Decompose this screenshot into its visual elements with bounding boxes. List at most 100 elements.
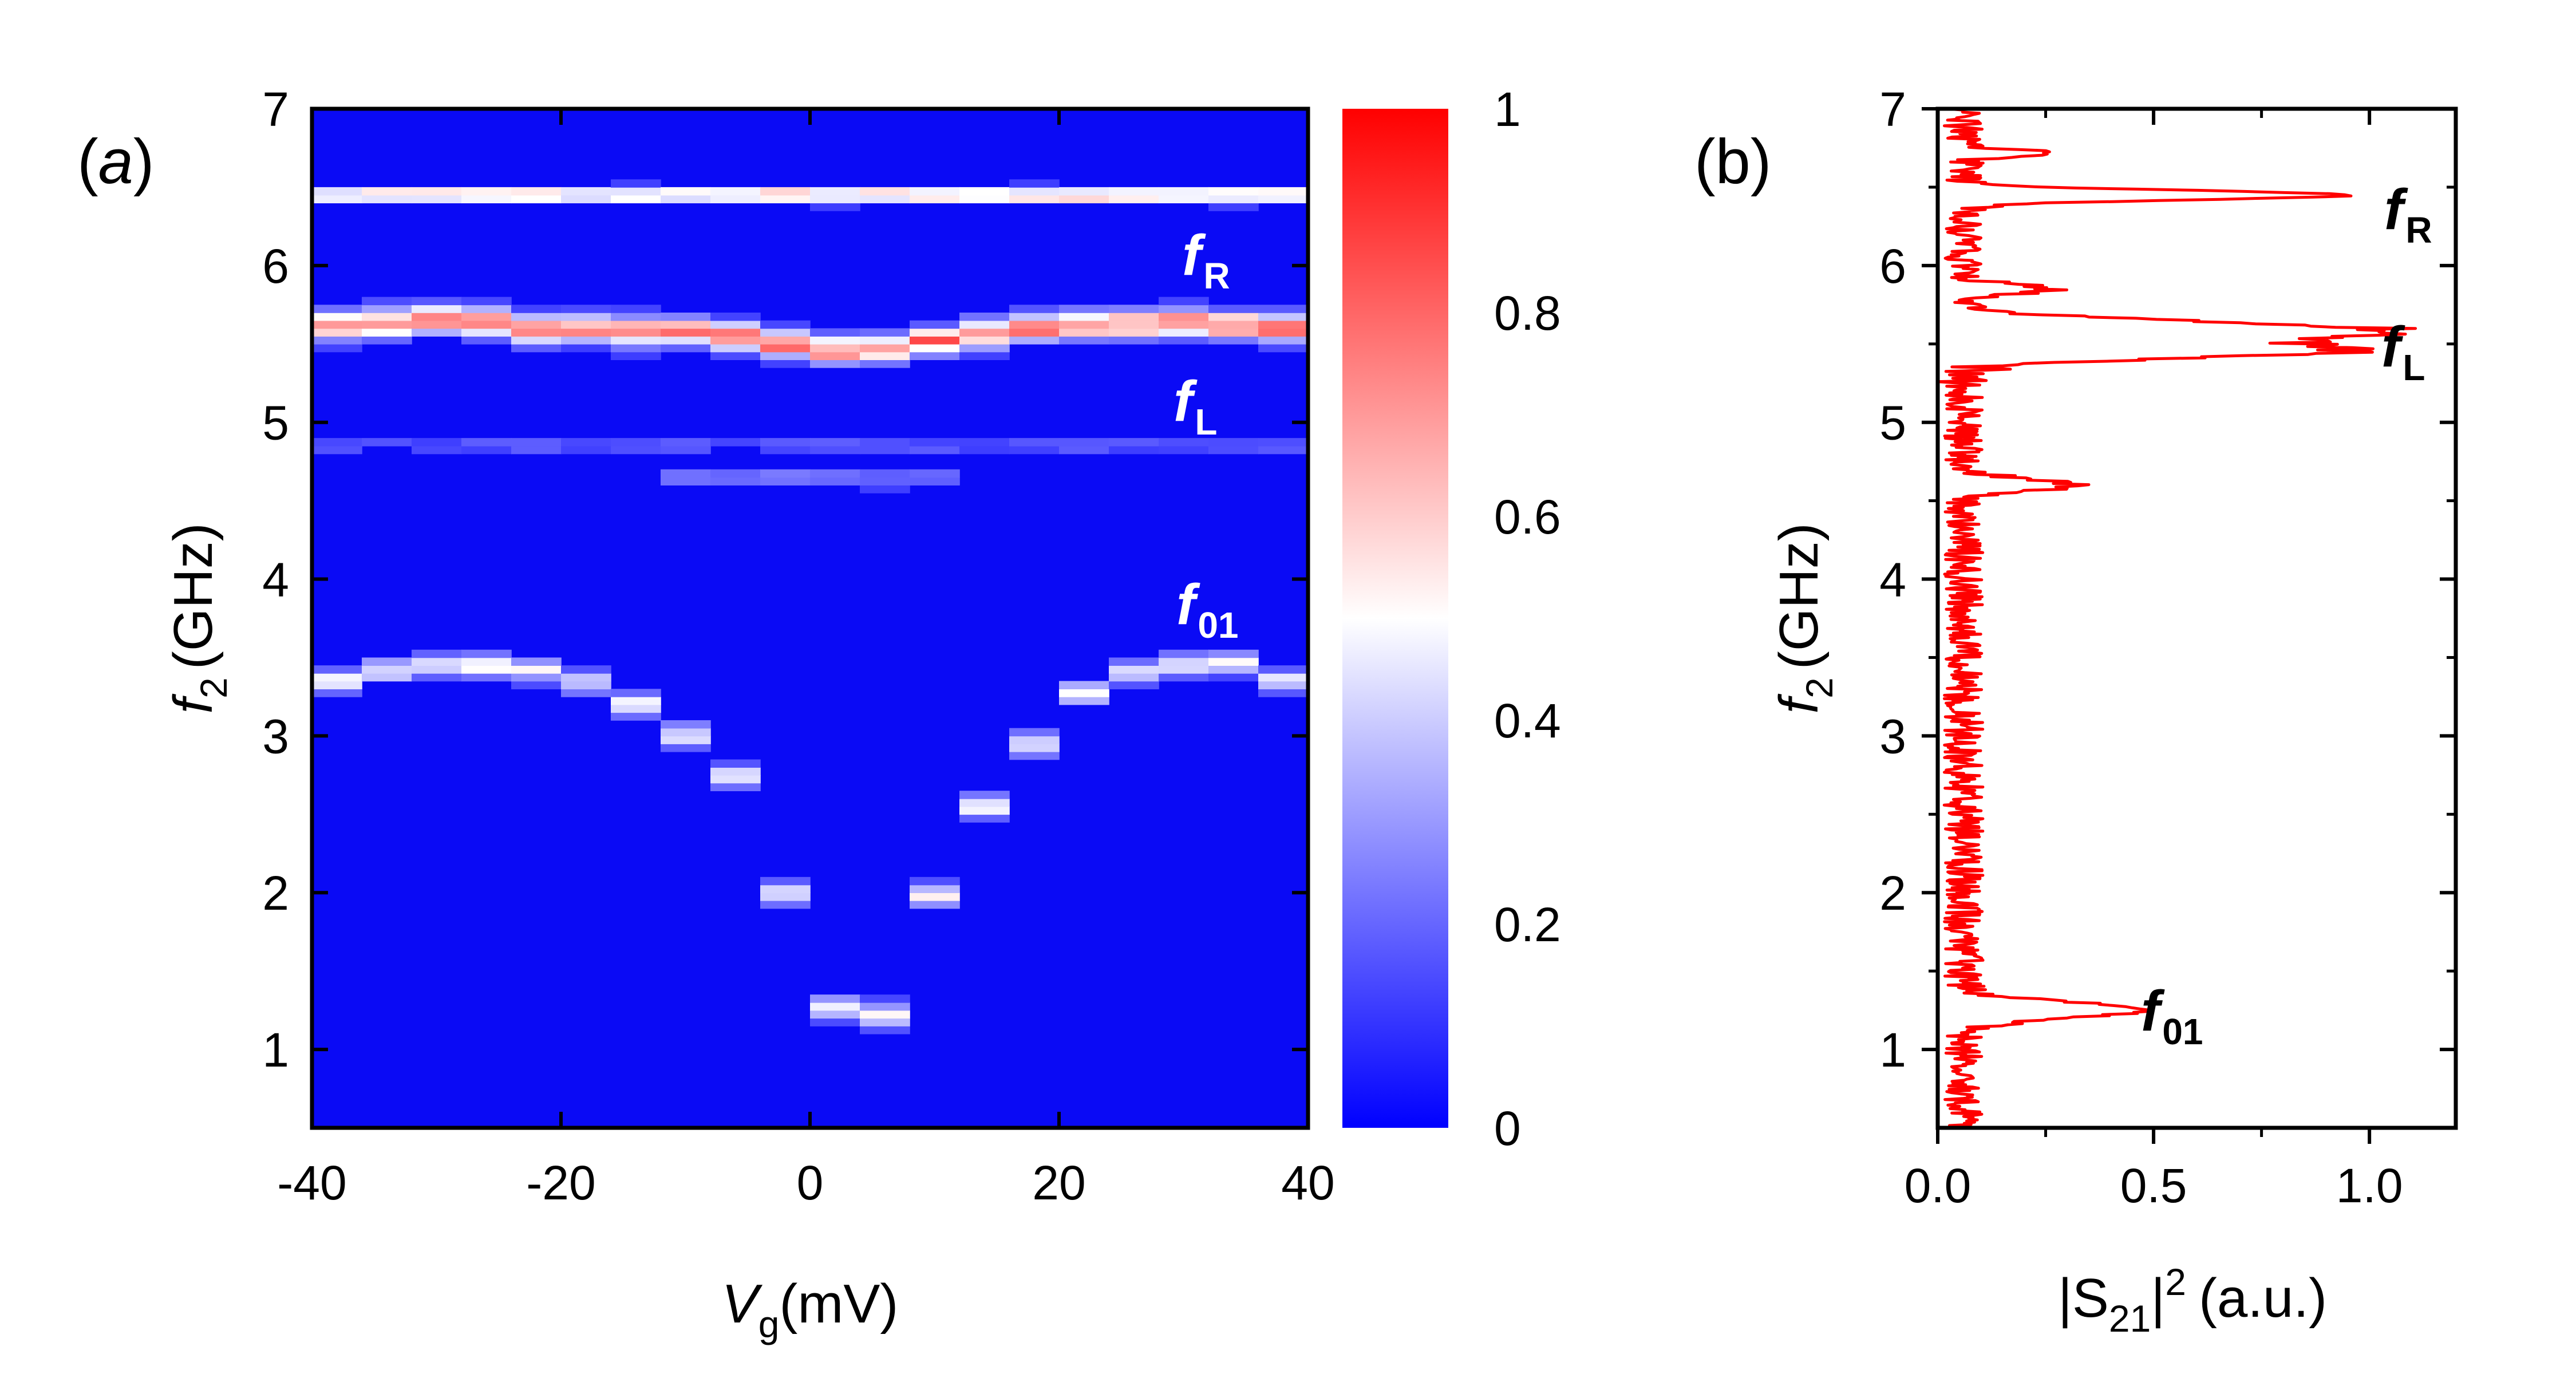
heatmap-cell <box>1208 313 1259 321</box>
panel-b-label: (b) <box>1694 127 1771 197</box>
heatmap-cell <box>1059 689 1109 697</box>
heatmap-cell <box>511 336 562 345</box>
heatmap-cell <box>760 344 811 353</box>
heatmap-cell <box>810 469 860 478</box>
heatmap-cell <box>312 187 362 196</box>
heatmap-cell <box>312 681 362 689</box>
x-tick-label: 0 <box>797 1156 824 1210</box>
heatmap-cell <box>461 665 512 674</box>
heatmap-cell <box>710 469 761 478</box>
heatmap-cell <box>760 445 811 455</box>
heatmap-cell <box>561 336 611 345</box>
panel-b-y-ticks: 1 2 3 4 5 6 7 <box>1879 82 2456 1077</box>
heatmap-cell <box>611 712 661 721</box>
heatmap-cell <box>561 195 611 204</box>
heatmap-cell <box>710 352 761 360</box>
heatmap-cell <box>1059 681 1109 689</box>
heatmap-cell <box>1009 736 1060 744</box>
heatmap-cell <box>561 665 611 674</box>
heatmap-cell <box>312 313 362 321</box>
heatmap-cell <box>1258 187 1308 196</box>
heatmap-cell <box>860 469 910 478</box>
heatmap-cell <box>362 657 412 666</box>
heatmap-cell <box>312 336 362 345</box>
heatmap-cell <box>910 195 960 204</box>
panel-b: (b) 1 2 3 4 5 6 7 0.0 0.5 1.0 f2(GHz) |S21|2 (a.u… <box>1694 82 2458 1340</box>
heatmap-cell <box>461 297 512 306</box>
heatmap-cell <box>561 673 611 682</box>
heatmap-cell <box>760 328 811 337</box>
heatmap-cell <box>412 297 462 306</box>
y-tick-label: 2 <box>262 866 289 920</box>
heatmap-cell <box>312 328 362 337</box>
heatmap-cell <box>959 438 1010 447</box>
heatmap-cell <box>312 665 362 674</box>
heatmap-cell <box>860 344 910 353</box>
heatmap-cell <box>1159 195 1209 204</box>
heatmap-cell <box>959 798 1010 807</box>
panel-a-y-axis-label: f2(GHz) <box>163 523 235 713</box>
heatmap-cell <box>1109 328 1159 337</box>
heatmap-cell <box>1258 445 1308 455</box>
heatmap-cell <box>910 445 960 455</box>
heatmap-cell <box>959 445 1010 455</box>
heatmap-cell <box>1059 445 1109 455</box>
heatmap-cell <box>312 673 362 682</box>
heatmap-cell <box>1159 438 1209 447</box>
heatmap-cell <box>1258 673 1308 682</box>
heatmap-cell <box>561 438 611 447</box>
heatmap-cell <box>1059 305 1109 313</box>
heatmap-cell <box>959 791 1010 799</box>
panel-b-x-axis-label: |S21|2 (a.u.) <box>2058 1261 2327 1340</box>
heatmap-cell <box>1109 187 1159 196</box>
heatmap-cell <box>860 328 910 337</box>
heatmap-cell <box>362 297 412 306</box>
heatmap-cell <box>312 445 362 455</box>
heatmap-cell <box>1059 336 1109 345</box>
heatmap-cell <box>1009 744 1060 752</box>
heatmap-cell <box>1059 328 1109 337</box>
heatmap-cell <box>661 736 711 744</box>
heatmap-cell <box>1109 313 1159 321</box>
heatmap-cell <box>412 438 462 447</box>
heatmap-cell <box>1208 657 1259 666</box>
heatmap-cell <box>1009 445 1060 455</box>
heatmap-cell <box>412 657 462 666</box>
heatmap-cell <box>1159 297 1209 306</box>
heatmap-cell <box>661 477 711 485</box>
heatmap-cell <box>760 195 811 204</box>
y-tick-label: 5 <box>1879 396 1906 450</box>
y-tick-label: 5 <box>262 396 289 450</box>
heatmap-cell <box>1258 438 1308 447</box>
heatmap-cell <box>1059 313 1109 321</box>
heatmap-cell <box>511 681 562 689</box>
heatmap-cell <box>710 195 761 204</box>
heatmap-cell <box>511 657 562 666</box>
heatmap-cell <box>860 336 910 345</box>
heatmap-cell <box>1009 179 1060 188</box>
heatmap-cell <box>461 445 512 455</box>
heatmap-cell <box>412 305 462 313</box>
panel-a-y-ticks: 1 2 3 4 5 6 7 <box>262 82 1308 1077</box>
heatmap-cell <box>810 344 860 353</box>
y-tick-label: 2 <box>1879 866 1906 920</box>
heatmap-cell <box>611 313 661 321</box>
heatmap-cell <box>760 360 811 368</box>
colorbar-tick-label: 0.4 <box>1494 694 1561 748</box>
panel-a-x-ticks: -40 -20 0 20 40 <box>277 109 1335 1210</box>
heatmap-cell <box>760 900 811 909</box>
heatmap-cell <box>959 352 1010 360</box>
heatmap-cell <box>1258 689 1308 697</box>
heatmap-cell <box>1159 320 1209 329</box>
heatmap-cell <box>810 203 860 211</box>
heatmap-cell <box>760 885 811 893</box>
heatmap-cell <box>810 360 860 368</box>
heatmap-cell <box>1208 445 1259 455</box>
heatmap-cell <box>661 313 711 321</box>
heatmap-cell <box>1159 673 1209 682</box>
heatmap-cell <box>1258 344 1308 353</box>
heatmap-cell <box>1208 195 1259 204</box>
heatmap-cell <box>910 187 960 196</box>
heatmap-cell <box>910 336 960 345</box>
heatmap-cell <box>1208 320 1259 329</box>
